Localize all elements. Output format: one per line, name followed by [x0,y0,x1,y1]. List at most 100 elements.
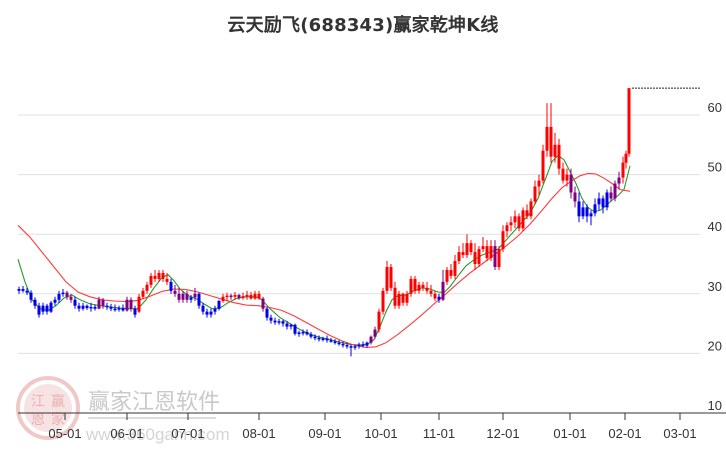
candle [277,318,281,325]
candle [477,246,481,267]
candle [313,334,317,341]
candle [281,320,285,327]
candle [401,292,405,306]
x-tick-label: 09-01 [308,426,341,441]
candle [265,306,269,321]
candle [565,168,569,187]
candle [217,299,221,311]
candle [413,275,417,294]
candle [233,292,237,300]
candle [321,336,325,342]
y-tick-label: 60 [708,100,722,115]
candle [149,272,153,288]
candle [417,281,421,294]
candle [285,321,289,330]
candle [405,290,409,306]
candle [181,290,185,303]
candle [585,204,589,223]
candle [497,246,501,270]
candle [353,344,357,350]
candle [165,272,169,285]
candle [37,302,41,318]
watermark-url: www.360gann.com [85,425,230,444]
candle [25,287,29,295]
x-tick-label: 07-01 [171,426,204,441]
candle [189,294,193,303]
candle [389,264,393,291]
candle [425,281,429,294]
candle [49,300,53,313]
candle [57,290,61,303]
candle [137,293,141,313]
candle [453,255,457,279]
candle [545,103,549,157]
candle [349,344,353,357]
candle [457,246,461,264]
candle [273,317,277,325]
candle [533,180,537,205]
x-tick-label: 03-01 [663,426,696,441]
candle [381,287,385,315]
candle [89,302,93,312]
candle [113,304,117,312]
candle [145,281,149,294]
candle [437,293,441,303]
candle [185,290,189,303]
candle [117,305,121,312]
candle [241,292,245,300]
candle [237,293,241,300]
candle [133,305,137,318]
candle [485,240,489,262]
x-tick-label: 01-01 [553,426,586,441]
candle [157,269,161,282]
candle [577,192,581,223]
svg-text:恩: 恩 [31,412,45,428]
x-tick-label: 05-01 [48,426,81,441]
candle [17,286,21,294]
y-tick-label: 50 [708,160,722,175]
candle [41,302,45,315]
candle [621,156,625,184]
candle [81,302,85,311]
candle [101,297,105,309]
candle [461,243,465,259]
candle [257,290,261,300]
candle [377,308,381,333]
candle [589,210,593,226]
candle [569,168,573,199]
ma-line-ma-long [17,172,631,348]
candle [121,304,125,312]
x-tick-label: 02-01 [608,426,641,441]
candle [213,305,217,315]
x-tick-label: 11-01 [423,426,455,441]
y-tick-label: 40 [708,219,722,234]
candle [253,290,257,300]
candle [33,297,37,309]
x-tick-label: 12-01 [486,426,519,441]
candle [449,264,453,279]
candle [357,342,361,349]
candle [541,144,545,184]
candle [409,275,413,297]
candle [85,304,89,310]
candle [333,339,337,345]
y-tick-label: 20 [708,338,722,353]
candle [341,341,345,348]
candle [309,331,313,339]
candle [605,189,609,211]
candle [573,186,577,208]
candle [505,222,509,238]
candle [173,284,177,297]
candle [169,278,173,294]
candle [609,186,613,202]
candle [317,335,321,342]
candle [205,308,209,318]
candlesticks [17,88,631,357]
candle [627,88,631,157]
y-tick-label: 30 [708,279,722,294]
svg-text:江: 江 [31,394,45,410]
candle [197,292,201,309]
candle [441,269,445,301]
candle [141,287,145,299]
